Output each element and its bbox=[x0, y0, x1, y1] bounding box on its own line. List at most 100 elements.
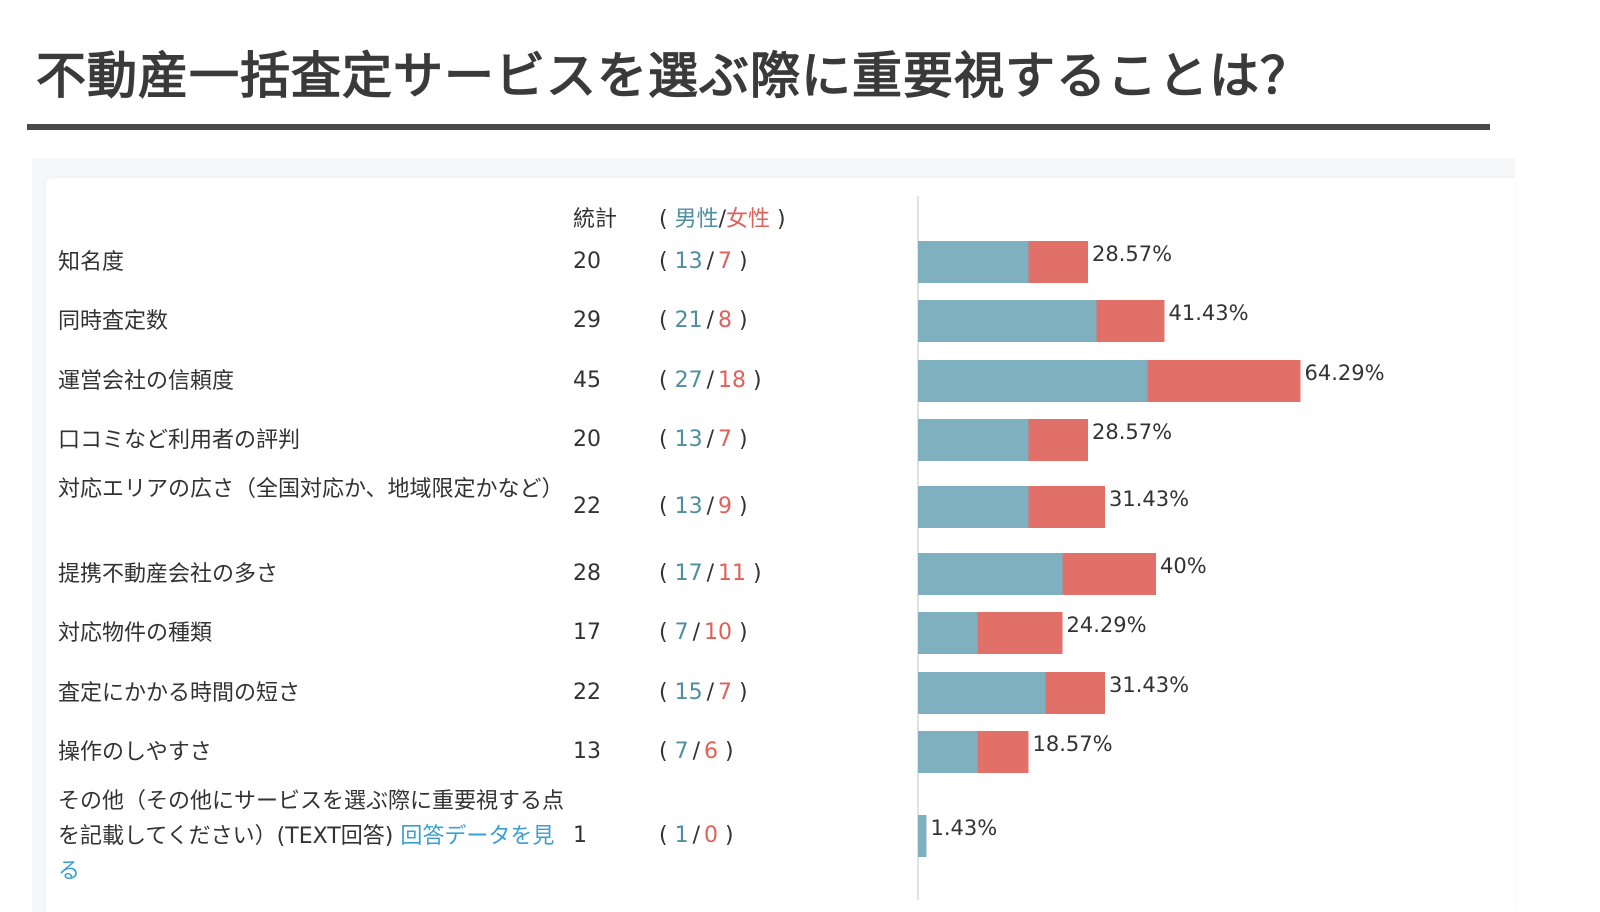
bar-segment-male bbox=[918, 815, 927, 857]
bar-segment-female bbox=[1096, 300, 1165, 342]
male-count: 7 bbox=[674, 739, 689, 764]
row-gender-breakdown: ( 1/0 ) bbox=[659, 821, 734, 851]
breakdown-close-paren: ) bbox=[725, 823, 734, 848]
row-total-count: 13 bbox=[573, 739, 601, 764]
male-count: 15 bbox=[674, 680, 703, 705]
bar-percent-label: 18.57% bbox=[1033, 732, 1113, 756]
row-label-text: その他（その他にサービスを選ぶ際に重要視する点を記載してください）(TEXT回答… bbox=[58, 788, 565, 849]
female-count: 8 bbox=[718, 308, 733, 333]
row-label-text: 操作のしやすさ bbox=[58, 739, 212, 765]
breakdown-slash: / bbox=[706, 494, 715, 519]
female-count: 18 bbox=[718, 368, 747, 393]
breakdown-close-paren: ) bbox=[739, 494, 748, 519]
bar-segment-male bbox=[918, 672, 1046, 714]
row-label-text: 提携不動産会社の多さ bbox=[58, 561, 279, 587]
row-gender-breakdown: ( 13/7 ) bbox=[659, 425, 748, 455]
breakdown-slash: / bbox=[692, 823, 701, 848]
results-card bbox=[46, 178, 1515, 912]
breakdown-close-paren: ) bbox=[725, 739, 734, 764]
breakdown-slash: / bbox=[706, 368, 715, 393]
breakdown-open-paren: ( bbox=[659, 823, 668, 848]
male-count: 27 bbox=[674, 368, 703, 393]
row-total-count: 22 bbox=[573, 680, 601, 705]
bar-segment-female bbox=[1062, 553, 1156, 595]
row-gender-breakdown: ( 27/18 ) bbox=[659, 366, 762, 396]
female-count: 7 bbox=[718, 249, 733, 274]
row-label-text: 対応物件の種類 bbox=[58, 620, 213, 646]
breakdown-close-paren: ) bbox=[753, 368, 762, 393]
breakdown-close-paren: ) bbox=[739, 427, 748, 452]
row-gender-breakdown: ( 13/7 ) bbox=[659, 247, 748, 277]
male-count: 7 bbox=[674, 620, 689, 645]
bar-percent-label: 28.57% bbox=[1092, 242, 1172, 266]
bar-percent-label: 31.43% bbox=[1109, 673, 1189, 697]
row-label: その他（その他にサービスを選ぶ際に重要視する点を記載してください）(TEXT回答… bbox=[58, 784, 568, 889]
breakdown-open-paren: ( bbox=[659, 308, 668, 333]
row-gender-breakdown: ( 17/11 ) bbox=[659, 559, 762, 589]
breakdown-open-paren: ( bbox=[659, 368, 668, 393]
row-label: 提携不動産会社の多さ bbox=[58, 557, 568, 592]
breakdown-open-paren: ( bbox=[659, 680, 668, 705]
breakdown-slash: / bbox=[692, 739, 701, 764]
row-total-count: 22 bbox=[573, 494, 601, 519]
row-label-text: 対応エリアの広さ（全国対応か、地域限定かなど） bbox=[58, 477, 564, 502]
male-count: 13 bbox=[674, 427, 703, 452]
breakdown-close-paren: ) bbox=[739, 680, 748, 705]
breakdown-open-paren: ( bbox=[659, 427, 668, 452]
breakdown-slash: / bbox=[706, 249, 715, 274]
row-label: 査定にかかる時間の短さ bbox=[58, 676, 568, 711]
header-close-paren: ) bbox=[777, 207, 786, 232]
breakdown-open-paren: ( bbox=[659, 620, 668, 645]
row-total-count: 1 bbox=[573, 823, 587, 848]
bar-segment-female bbox=[1028, 486, 1105, 528]
row-label-text: 知名度 bbox=[58, 249, 125, 275]
breakdown-slash: / bbox=[692, 620, 701, 645]
breakdown-slash: / bbox=[706, 680, 715, 705]
row-label: 対応物件の種類 bbox=[58, 616, 568, 651]
female-legend-label: 女性 bbox=[726, 207, 771, 232]
bar-segment-female bbox=[1147, 360, 1301, 402]
male-count: 1 bbox=[674, 823, 689, 848]
bar-segment-male bbox=[918, 300, 1097, 342]
breakdown-open-paren: ( bbox=[659, 249, 668, 274]
row-label-text: 査定にかかる時間の短さ bbox=[58, 680, 301, 706]
bar-segment-male bbox=[918, 419, 1029, 461]
chart-axis-line bbox=[917, 196, 919, 900]
female-count: 6 bbox=[704, 739, 719, 764]
row-gender-breakdown: ( 7/10 ) bbox=[659, 618, 748, 648]
row-gender-breakdown: ( 21/8 ) bbox=[659, 306, 748, 336]
female-count: 11 bbox=[718, 561, 747, 586]
bar-segment-female bbox=[977, 612, 1063, 654]
breakdown-close-paren: ) bbox=[739, 308, 748, 333]
row-total-count: 20 bbox=[573, 249, 601, 274]
header-open-paren: ( bbox=[659, 207, 668, 232]
breakdown-open-paren: ( bbox=[659, 561, 668, 586]
view-answer-data-link[interactable]: 回答データを見る bbox=[58, 823, 555, 884]
breakdown-close-paren: ) bbox=[739, 249, 748, 274]
gender-breakdown-header: ( 男性/女性 ) bbox=[659, 201, 786, 233]
row-gender-breakdown: ( 13/9 ) bbox=[659, 492, 748, 522]
male-count: 21 bbox=[674, 308, 703, 333]
row-total-count: 17 bbox=[573, 620, 601, 645]
breakdown-open-paren: ( bbox=[659, 739, 668, 764]
breakdown-open-paren: ( bbox=[659, 494, 668, 519]
female-count: 7 bbox=[718, 680, 733, 705]
row-total-count: 20 bbox=[573, 427, 601, 452]
bar-segment-male bbox=[918, 241, 1029, 283]
row-gender-breakdown: ( 7/6 ) bbox=[659, 737, 734, 767]
bar-segment-male bbox=[918, 612, 978, 654]
row-label: 同時査定数 bbox=[58, 304, 568, 339]
bar-segment-male bbox=[918, 360, 1148, 402]
bar-percent-label: 24.29% bbox=[1067, 613, 1147, 637]
bar-segment-female bbox=[1028, 419, 1088, 461]
row-label: 操作のしやすさ bbox=[58, 735, 568, 770]
row-label: 運営会社の信頼度 bbox=[58, 364, 568, 399]
bar-segment-female bbox=[1028, 241, 1088, 283]
row-label: 口コミなど利用者の評判 bbox=[58, 423, 568, 458]
male-count: 17 bbox=[674, 561, 703, 586]
row-label: 対応エリアの広さ（全国対応か、地域限定かなど） bbox=[58, 472, 568, 507]
breakdown-slash: / bbox=[706, 427, 715, 452]
row-gender-breakdown: ( 15/7 ) bbox=[659, 678, 748, 708]
row-total-count: 45 bbox=[573, 368, 601, 393]
